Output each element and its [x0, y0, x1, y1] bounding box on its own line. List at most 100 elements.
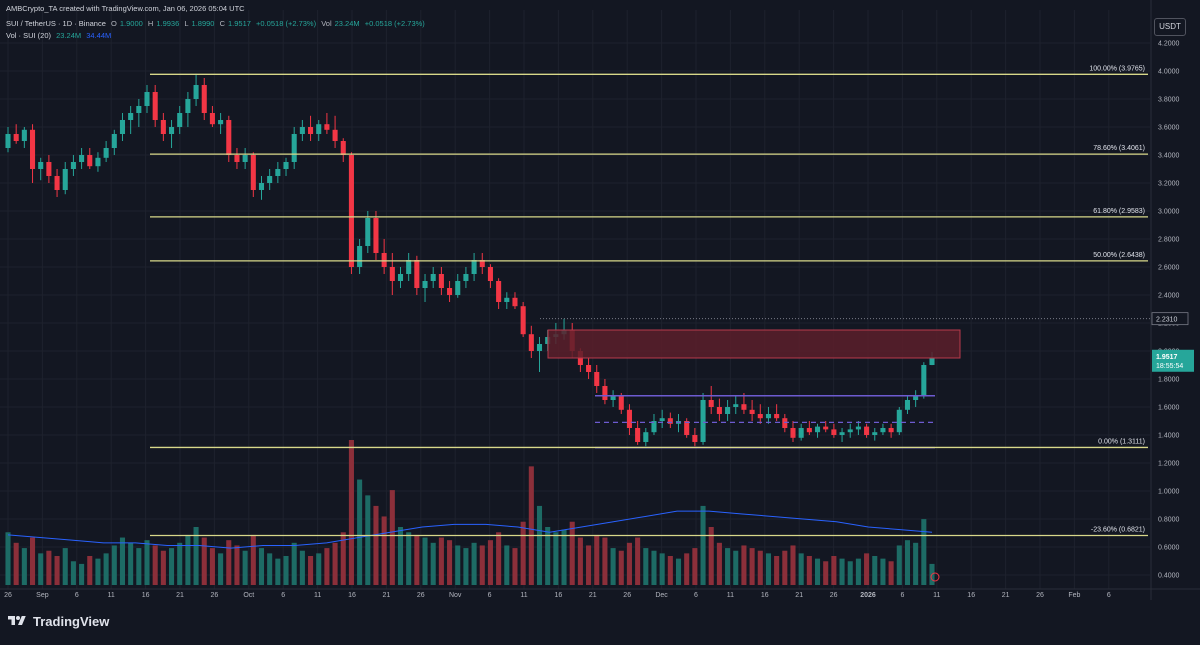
candle-body [234, 155, 240, 162]
volume-bar [610, 548, 616, 585]
x-tick-label: 21 [383, 592, 391, 599]
fib-level-label: -23.60% (0.6821) [1091, 527, 1145, 534]
volume-bar [242, 550, 248, 585]
vol-change: +0.0518 (+2.73%) [364, 19, 425, 28]
x-tick-label: 16 [761, 592, 769, 599]
candle-body [250, 155, 256, 190]
volume-bar [569, 521, 575, 585]
x-tick-label: 16 [555, 592, 563, 599]
candle-body [594, 372, 600, 386]
x-tick-label: 16 [348, 592, 356, 599]
volume-bar [553, 532, 559, 585]
x-tick-label: 26 [830, 592, 838, 599]
candle-body [651, 421, 657, 433]
volume-bar [675, 558, 682, 585]
symbol-pair[interactable]: SUI / TetherUS · 1D · Binance [6, 19, 106, 28]
volume-bar [185, 534, 191, 585]
x-tick-label: 11 [108, 592, 115, 599]
volume-bar [504, 545, 510, 585]
volume-bar [651, 550, 657, 585]
y-tick-label: 2.8000 [1158, 237, 1180, 244]
y-tick-label: 3.2000 [1158, 181, 1180, 188]
price-change: +0.0518 (+2.73%) [256, 19, 317, 28]
x-tick-label: Sep [36, 592, 49, 599]
event-marker-icon [930, 572, 940, 582]
high-label: H [147, 19, 154, 28]
candle-body [381, 253, 387, 267]
candle-body [397, 274, 404, 281]
candle-body [160, 120, 166, 134]
y-tick-label: 0.4000 [1158, 573, 1180, 580]
volume-bar [340, 532, 346, 585]
candle-body [209, 113, 215, 125]
y-tick-label: 1.6000 [1158, 405, 1180, 412]
candle-body [610, 395, 616, 400]
open-label: O [111, 19, 117, 28]
volume-bar [144, 540, 150, 585]
candle-body [111, 134, 117, 148]
volume-bar [586, 545, 592, 585]
candle-body [913, 395, 919, 400]
candle-body [438, 274, 444, 288]
vol-value: 23.24M [334, 19, 360, 28]
volume-bar [725, 548, 731, 585]
volume-bar [806, 556, 812, 585]
volume-bar [291, 542, 297, 585]
y-tick-label: 1.8000 [1158, 377, 1180, 384]
volume-bar [218, 553, 224, 585]
y-tick-label: 2.4000 [1158, 293, 1180, 300]
candle-body [422, 281, 428, 288]
open-value: 1.9000 [119, 19, 143, 28]
candle-body [357, 246, 363, 267]
candle-body [13, 134, 19, 141]
volume-bar [774, 556, 780, 585]
candle-body [757, 414, 763, 419]
x-tick-label: 26 [623, 592, 631, 599]
candle-body [177, 113, 183, 127]
candle-body [324, 124, 330, 130]
x-tick-label: 6 [694, 592, 698, 599]
candle-body [528, 334, 534, 351]
volume-bar [152, 545, 158, 585]
candle-body [741, 404, 747, 410]
volume-bar [545, 527, 551, 585]
y-tick-label: 4.0000 [1158, 69, 1180, 76]
x-tick-label: 21 [1002, 592, 1010, 599]
currency-badge[interactable]: USDT [1154, 18, 1186, 36]
y-tick-label: 3.8000 [1158, 97, 1180, 104]
volume-bar [136, 548, 142, 585]
volume-bar [602, 537, 608, 585]
volume-bar [62, 548, 68, 585]
volume-bar [111, 545, 117, 585]
y-tick-label: 1.2000 [1158, 461, 1180, 468]
volume-bar [692, 548, 698, 585]
candle-body [618, 395, 624, 410]
x-tick-label: 11 [933, 592, 940, 599]
candle-body [119, 120, 126, 134]
volume-bar [798, 553, 804, 585]
candle-body [602, 386, 608, 400]
volume-bar [169, 548, 175, 585]
candle-body [308, 127, 314, 134]
y-tick-label: 4.2000 [1158, 41, 1180, 48]
volume-bar [733, 550, 739, 585]
volume-bar [847, 561, 853, 585]
volume-bar [496, 532, 502, 585]
candle-body [749, 409, 755, 414]
y-tick-label: 0.8000 [1158, 517, 1180, 524]
volume-bar [594, 534, 600, 585]
vol-indicator-name[interactable]: Vol · SUI (20) [6, 31, 52, 40]
candle-body [626, 409, 632, 428]
volume-bar [921, 519, 927, 585]
fib-level-label: 0.00% (1.3111) [1098, 438, 1145, 445]
volume-bar [700, 505, 706, 585]
volume-bar [896, 545, 902, 585]
volume-bar [708, 527, 714, 585]
candle-body [847, 429, 853, 433]
volume-bar [913, 542, 919, 585]
volume-bar [119, 537, 126, 585]
volume-bar [667, 556, 673, 585]
y-tick-label: 1.4000 [1158, 433, 1180, 440]
